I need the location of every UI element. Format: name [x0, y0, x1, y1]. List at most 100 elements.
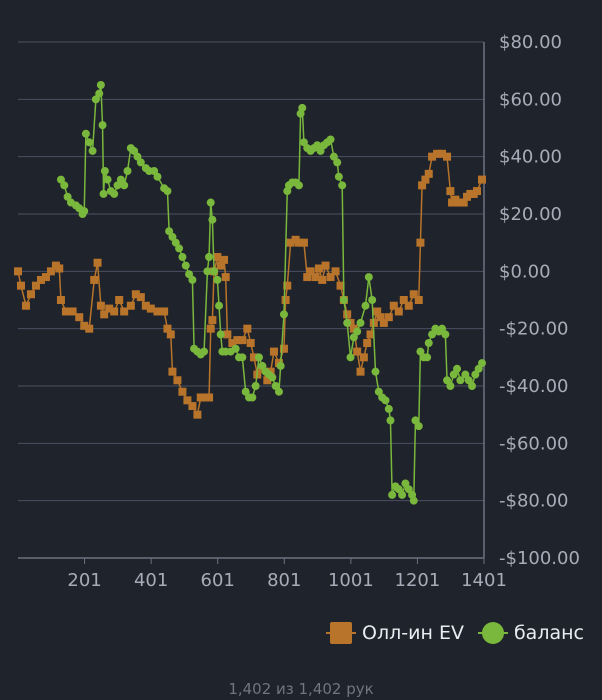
y-tick-label: -$100.00 — [499, 548, 580, 569]
data-point-balance — [216, 330, 225, 339]
y-tick-label: $40.00 — [499, 147, 562, 168]
data-point-balance — [346, 353, 355, 362]
x-tick-label: 1001 — [328, 570, 374, 591]
data-point-balance — [181, 261, 190, 270]
data-point-balance — [409, 496, 418, 505]
data-point-allin-ev — [141, 301, 150, 310]
legend-item-allin-ev[interactable]: Олл-ин EV — [326, 622, 464, 644]
data-point-balance — [60, 181, 69, 190]
data-point-balance — [123, 167, 132, 175]
data-point-allin-ev — [473, 187, 482, 196]
data-point-balance — [414, 422, 423, 431]
data-point-balance — [279, 310, 288, 319]
data-point-balance — [153, 172, 162, 181]
data-point-allin-ev — [228, 339, 237, 347]
data-point-balance — [215, 301, 224, 310]
data-point-balance — [238, 353, 247, 362]
y-tick-label: -$20.00 — [499, 319, 568, 340]
x-tick-label: 1201 — [395, 570, 441, 591]
data-point-allin-ev — [243, 324, 252, 333]
y-tick-label: -$40.00 — [499, 376, 568, 397]
square-marker-icon — [326, 622, 357, 644]
data-point-balance — [80, 207, 89, 216]
data-point-allin-ev — [321, 261, 330, 270]
data-point-allin-ev — [221, 273, 230, 282]
data-point-balance — [274, 387, 283, 396]
data-point-allin-ev — [41, 273, 50, 282]
series-layer — [14, 81, 487, 505]
data-point-balance — [248, 393, 257, 402]
data-point-allin-ev — [478, 175, 487, 184]
data-point-allin-ev — [68, 307, 77, 316]
data-point-allin-ev — [216, 261, 225, 270]
data-point-balance — [294, 181, 303, 190]
data-point-allin-ev — [193, 410, 202, 419]
data-point-balance — [441, 330, 450, 339]
data-point-allin-ev — [46, 267, 55, 276]
data-point-allin-ev — [56, 296, 65, 304]
data-point-allin-ev — [343, 310, 352, 319]
data-point-balance — [96, 81, 105, 89]
data-point-balance — [343, 318, 352, 327]
data-point-allin-ev — [21, 301, 30, 310]
data-point-balance — [298, 103, 307, 112]
data-point-allin-ev — [136, 293, 145, 302]
data-point-allin-ev — [389, 301, 398, 310]
chart-plot: $80.00 $60.00 $40.00 $20.00 $0.00 -$20.00 -$40… — [14, 32, 580, 591]
data-point-balance — [268, 373, 277, 382]
data-point-balance — [210, 267, 219, 276]
legend-label-balance: баланс — [513, 622, 584, 644]
data-point-allin-ev — [220, 255, 229, 264]
data-point-allin-ev — [318, 275, 327, 284]
data-point-allin-ev — [163, 324, 172, 333]
data-point-allin-ev — [373, 307, 382, 316]
data-point-allin-ev — [263, 376, 272, 385]
data-point-allin-ev — [213, 253, 222, 261]
y-tick-label: $60.00 — [499, 89, 562, 110]
data-point-allin-ev — [110, 307, 119, 316]
data-point-balance — [95, 89, 104, 98]
data-point-allin-ev — [424, 169, 433, 178]
data-point-balance — [339, 296, 348, 304]
data-point-allin-ev — [36, 275, 45, 284]
legend-label-allin-ev: Олл-ин EV — [362, 622, 464, 644]
data-point-balance — [81, 129, 90, 138]
data-point-balance — [446, 382, 455, 390]
data-point-allin-ev — [173, 376, 182, 385]
data-point-balance — [361, 301, 370, 310]
data-point-allin-ev — [384, 313, 393, 322]
data-point-allin-ev — [306, 267, 315, 276]
data-point-allin-ev — [126, 301, 135, 310]
data-point-allin-ev — [416, 238, 425, 247]
data-point-balance — [136, 158, 145, 167]
data-point-allin-ev — [85, 324, 94, 333]
y-tick-label: $20.00 — [499, 204, 562, 225]
data-point-allin-ev — [438, 149, 447, 158]
data-point-balance — [478, 359, 487, 368]
data-point-balance — [353, 327, 362, 336]
data-point-allin-ev — [418, 181, 427, 190]
legend-item-balance[interactable]: баланс — [477, 622, 584, 644]
data-point-allin-ev — [286, 238, 295, 247]
data-point-balance — [103, 175, 112, 184]
data-point-allin-ev — [223, 330, 232, 339]
data-point-allin-ev — [55, 264, 64, 273]
y-tick-label: -$80.00 — [499, 491, 568, 512]
data-point-balance — [188, 275, 197, 284]
data-point-allin-ev — [349, 324, 358, 333]
data-point-balance — [85, 138, 94, 147]
legend-swatch-allin-ev — [330, 622, 353, 644]
data-point-allin-ev — [206, 324, 215, 333]
data-point-allin-ev — [105, 304, 114, 313]
data-point-balance — [120, 181, 129, 190]
data-point-allin-ev — [414, 296, 423, 304]
data-point-balance — [163, 187, 172, 196]
data-point-allin-ev — [443, 152, 452, 161]
data-point-balance — [178, 253, 187, 261]
data-point-allin-ev — [359, 353, 368, 362]
data-point-allin-ev — [299, 238, 308, 247]
y-tick-label: -$60.00 — [499, 433, 568, 454]
data-point-balance — [200, 347, 209, 356]
data-point-allin-ev — [153, 307, 162, 316]
data-point-allin-ev — [93, 258, 102, 267]
